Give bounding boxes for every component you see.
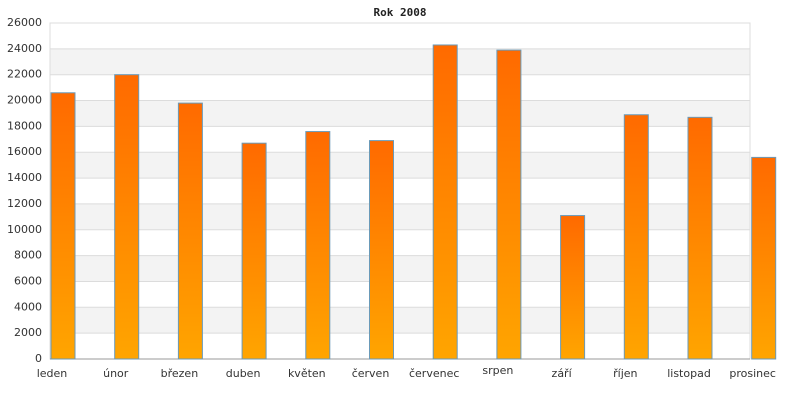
bar [687,116,713,360]
bar [496,49,522,360]
bar [241,142,267,360]
x-tick-label: leden [37,367,68,380]
bar [50,92,76,360]
bar [432,44,458,360]
bar [177,102,203,360]
y-tick-label: 24000 [7,42,42,55]
x-tick-label: březen [161,367,199,380]
bar [114,74,140,360]
y-tick-label: 20000 [7,94,42,107]
x-tick-label: duben [226,367,261,380]
y-tick-label: 0 [35,352,42,365]
y-tick-label: 8000 [14,249,42,262]
y-tick-label: 16000 [7,145,42,158]
bar [305,131,331,360]
y-tick-label: 26000 [7,16,42,29]
x-tick-label: květen [288,367,326,380]
y-tick-label: 14000 [7,171,42,184]
x-tick-label: červen [352,367,390,380]
grid-band [50,48,750,75]
y-tick-label: 12000 [7,197,42,210]
bar [751,156,777,360]
y-tick-label: 18000 [7,119,42,132]
y-tick-label: 6000 [14,274,42,287]
x-tick-label: prosinec [729,367,776,380]
bar [560,215,586,360]
chart-title: Rok 2008 [374,6,427,19]
y-tick-label: 10000 [7,223,42,236]
x-tick-label: srpen [482,364,513,377]
x-tick-label: říjen [613,367,637,380]
y-tick-label: 4000 [14,300,42,313]
x-tick-label: únor [103,367,129,380]
x-tick-label: listopad [667,367,711,380]
y-tick-label: 22000 [7,68,42,81]
bar [369,140,394,360]
x-tick-label: červenec [409,367,459,380]
x-tick-label: září [552,367,573,380]
y-tick-label: 2000 [14,326,42,339]
bar [623,114,649,360]
